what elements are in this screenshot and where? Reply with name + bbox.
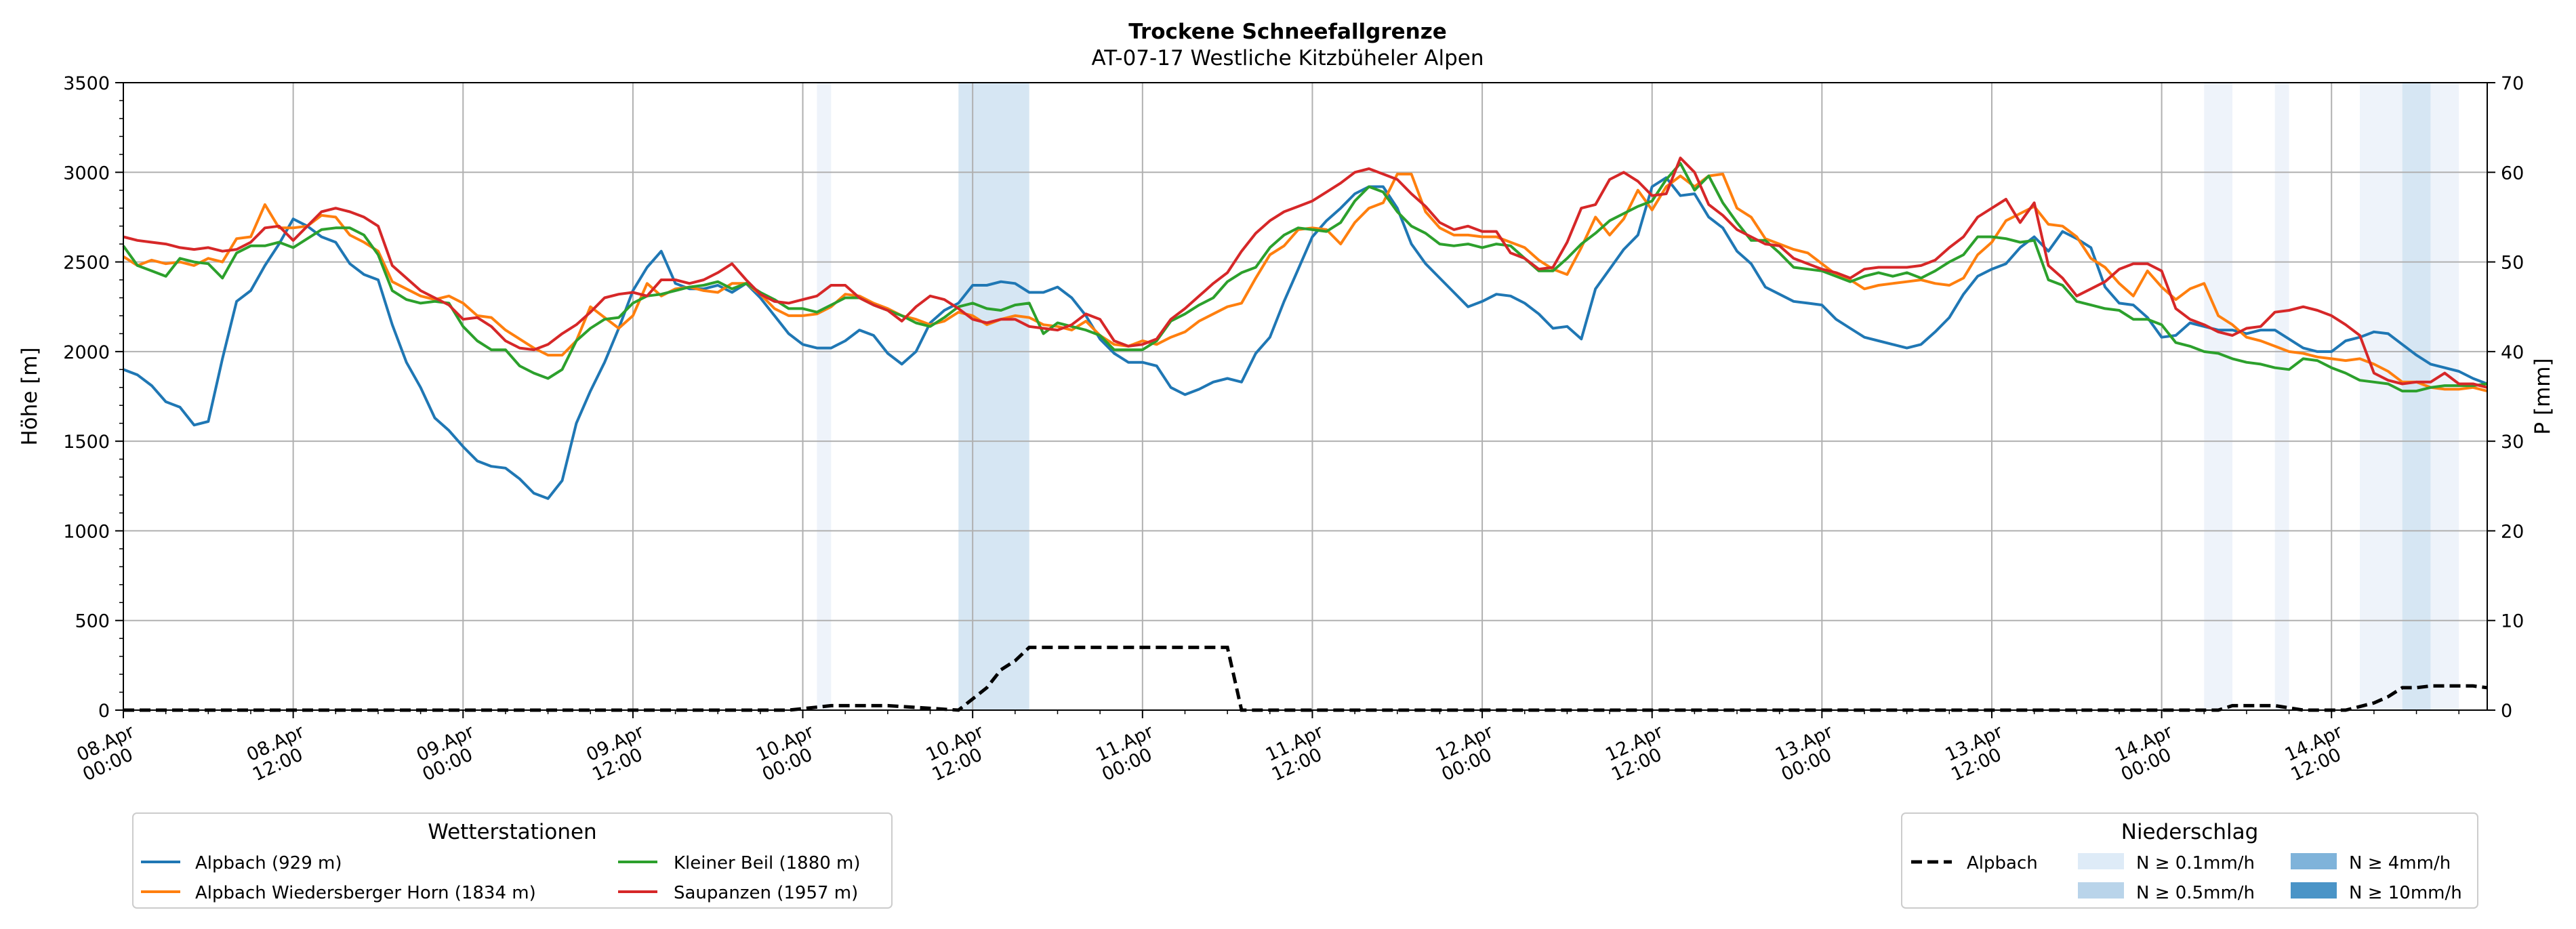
legend-label-precip-0: N ≥ 0.1mm/h [2136,853,2255,873]
grid-lines [123,82,2487,711]
series-line-2 [122,162,2488,393]
x-tick-label-12: 14.Apr00:00 [2109,721,2185,785]
legend-label-precip-2: N ≥ 4mm/h [2349,853,2451,873]
legend-label-series-2: Kleiner Beil (1880 m) [674,853,861,873]
chart-title: Trockene Schneefallgrenze [1128,20,1447,44]
y-tick-label-2: 1000 [63,521,110,542]
legend-label-precip-3: N ≥ 10mm/h [2349,883,2462,903]
y2-tick-label-7: 70 [2501,73,2524,94]
legend-swatch-precip-0 [2078,853,2124,869]
x-tick-label-1: 08.Apr12:00 [241,721,316,785]
precip-band-0 [817,83,832,710]
legend-label-precip-1: N ≥ 0.5mm/h [2136,883,2255,903]
y-tick-label-4: 2000 [63,342,110,363]
y2-tick-label-0: 0 [2501,701,2512,722]
legend-stations-frame [132,812,893,909]
legend-label-precip-line: Alpbach [1967,853,2038,873]
series-lines [122,157,2488,500]
precip-band-5 [2402,83,2431,710]
x-tick-label-10: 13.Apr00:00 [1770,721,1845,785]
x-tick-label-6: 11.Apr00:00 [1090,721,1166,785]
x-tick-label-0: 08.Apr00:00 [71,721,147,785]
x-tick-label-4: 10.Apr00:00 [750,721,826,785]
legend-label-series-1: Alpbach Wiedersberger Horn (1834 m) [195,883,536,903]
series-line-1 [122,172,2488,393]
legend-label-series-0: Alpbach (929 m) [195,853,342,873]
legend-precip-title: Niederschlag [2121,820,2259,844]
x-tick-label-5: 10.Apr12:00 [920,721,996,785]
y2-tick-label-3: 30 [2501,432,2524,453]
series-line-3 [123,157,2488,389]
x-tick-label-7: 11.Apr12:00 [1260,721,1336,785]
y-tick-label-6: 3000 [63,163,110,184]
y2-tick-label-1: 10 [2501,611,2524,632]
precip-band-3 [2274,83,2289,710]
x-axis: 08.Apr00:00 08.Apr12:00 09.Apr00:00 09.Apr1… [71,710,2459,785]
legend-stations-title: Wetterstationen [428,820,596,844]
legend-label-series-3: Saupanzen (1957 m) [674,883,858,903]
precip-bands [817,83,2459,710]
precip-line-group [123,645,2488,712]
x-tick-label-13: 14.Apr12:00 [2279,721,2355,785]
precip-band-2 [2204,83,2233,710]
y-tick-label-0: 0 [98,701,110,722]
y-axis-right: 0 10 20 30 40 50 60 70 [2487,73,2524,722]
legend-swatch-precip-3 [2291,882,2337,899]
y-tick-label-7: 3500 [63,73,110,94]
x-tick-label-2: 09.Apr00:00 [411,721,487,785]
legend-precip: Niederschlag Alpbach N ≥ 0.1mm/h N ≥ 0.5… [1901,812,2478,909]
y2-tick-label-4: 40 [2501,342,2524,363]
precip-band-1 [958,83,1029,710]
x-tick-label-3: 09.Apr12:00 [581,721,657,785]
chart-subtitle: AT-07-17 Westliche Kitzbüheler Alpen [1092,46,1484,70]
y-axis-label: Höhe [m] [18,347,42,445]
y2-axis-label: P [mm] [2531,358,2555,434]
y-tick-label-3: 1500 [63,432,110,453]
y-tick-label-1: 500 [75,611,110,632]
series-line-0 [123,176,2488,500]
x-tick-label-11: 13.Apr12:00 [1940,721,2016,785]
x-tick-label-8: 12.Apr00:00 [1430,721,1506,785]
precip-band-4 [2360,83,2403,710]
legend-stations: Wetterstationen Alpbach (929 m) Alpbach … [132,812,893,909]
y2-tick-label-2: 20 [2501,521,2524,542]
plot-frame [123,82,2488,711]
precip-line [123,645,2488,712]
legend-swatch-precip-2 [2291,853,2337,869]
x-tick-label-9: 12.Apr12:00 [1600,721,1676,785]
y2-tick-label-6: 60 [2501,163,2524,184]
y-axis-left: 0 500 1000 1500 2000 2500 3000 3500 [63,73,123,722]
y2-tick-label-5: 50 [2501,253,2524,274]
y-tick-label-5: 2500 [63,253,110,274]
precip-band-6 [2430,83,2459,710]
legend-swatch-precip-1 [2078,882,2124,899]
